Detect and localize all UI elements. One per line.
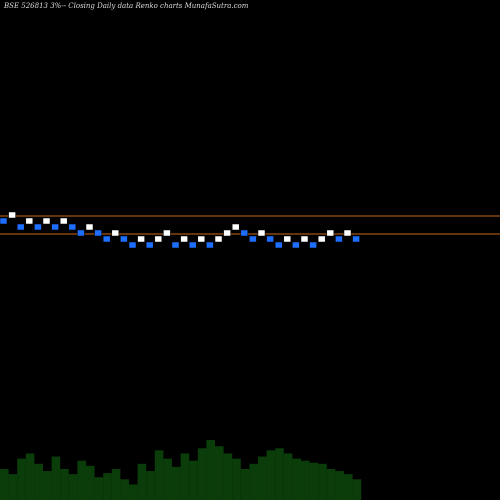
renko-brick bbox=[292, 241, 300, 249]
renko-brick bbox=[231, 223, 240, 231]
volume-bar bbox=[258, 456, 267, 500]
renko-brick bbox=[120, 235, 128, 243]
renko-brick bbox=[25, 217, 34, 225]
volume-bar bbox=[68, 474, 78, 500]
volume-bar bbox=[240, 468, 250, 500]
volume-bar bbox=[180, 453, 190, 500]
volume-bar bbox=[163, 458, 172, 500]
renko-brick bbox=[266, 235, 274, 243]
volume-bar bbox=[43, 471, 52, 500]
renko-brick bbox=[77, 229, 85, 237]
volume-bar bbox=[8, 474, 18, 500]
renko-brick bbox=[335, 235, 343, 243]
renko-brick bbox=[257, 229, 266, 237]
renko-brick bbox=[214, 235, 223, 243]
renko-brick bbox=[274, 241, 283, 249]
renko-brick bbox=[249, 235, 257, 243]
volume-bar bbox=[335, 471, 344, 500]
renko-brick bbox=[171, 241, 180, 249]
renko-brick bbox=[51, 223, 59, 231]
renko-brick bbox=[111, 229, 120, 237]
renko-brick bbox=[85, 223, 94, 231]
renko-brick bbox=[197, 235, 206, 243]
volume-bar bbox=[326, 468, 336, 500]
volume-bar bbox=[249, 463, 258, 500]
renko-brick bbox=[145, 241, 154, 249]
renko-brick bbox=[283, 235, 292, 243]
renko-brick bbox=[163, 229, 171, 237]
volume-bar bbox=[86, 465, 95, 500]
volume-bar bbox=[301, 460, 310, 500]
volume-bar bbox=[292, 458, 301, 500]
renko-brick bbox=[68, 223, 77, 231]
volume-bar bbox=[120, 479, 129, 500]
renko-brick bbox=[300, 235, 309, 243]
renko-brick bbox=[317, 235, 326, 243]
renko-brick bbox=[309, 241, 317, 249]
renko-brick bbox=[42, 217, 51, 225]
renko-brick bbox=[240, 229, 249, 237]
renko-brick bbox=[223, 229, 231, 237]
volume-bar bbox=[344, 474, 353, 500]
volume-bar bbox=[77, 460, 86, 500]
renko-brick bbox=[180, 235, 188, 243]
volume-bar bbox=[309, 462, 319, 500]
volume-bar bbox=[146, 471, 155, 500]
volume-bar bbox=[111, 468, 121, 500]
volume-bar bbox=[34, 463, 43, 500]
volume-bar bbox=[60, 468, 69, 500]
renko-brick bbox=[16, 223, 25, 231]
renko-brick bbox=[343, 229, 352, 237]
renko-brick bbox=[102, 235, 111, 243]
renko-brick bbox=[0, 217, 8, 225]
renko-brick bbox=[154, 235, 163, 243]
volume-bar bbox=[232, 458, 241, 500]
volume-bar bbox=[0, 468, 9, 500]
volume-bar bbox=[206, 440, 215, 500]
renko-brick bbox=[326, 229, 335, 237]
renko-brick bbox=[59, 217, 68, 225]
volume-bar bbox=[129, 484, 138, 500]
renko-brick bbox=[137, 235, 145, 243]
volume-bar bbox=[94, 477, 104, 500]
volume-bar bbox=[352, 479, 362, 500]
renko-brick bbox=[206, 241, 214, 249]
volume-bar bbox=[17, 458, 26, 500]
volume-bar bbox=[189, 460, 198, 500]
volume-bar bbox=[197, 448, 207, 500]
renko-brick bbox=[188, 241, 197, 249]
volume-bar bbox=[215, 446, 224, 500]
renko-brick bbox=[94, 229, 102, 237]
renko-brick bbox=[128, 241, 137, 249]
volume-bar bbox=[172, 466, 181, 500]
volume-bar bbox=[275, 448, 284, 500]
volume-bar bbox=[51, 456, 61, 500]
volume-bar bbox=[266, 450, 276, 500]
volume-bar bbox=[283, 453, 293, 500]
renko-brick bbox=[34, 223, 42, 231]
volume-bar bbox=[137, 463, 147, 500]
volume-bar bbox=[103, 473, 112, 500]
renko-brick bbox=[8, 211, 16, 219]
volume-bar bbox=[318, 463, 327, 500]
renko-brick bbox=[352, 235, 360, 243]
volume-bar bbox=[25, 453, 35, 500]
chart-title: BSE 526813 3%-- Closing Daily data Renko… bbox=[3, 2, 249, 10]
volume-bar bbox=[223, 453, 233, 500]
volume-bar bbox=[154, 450, 164, 500]
